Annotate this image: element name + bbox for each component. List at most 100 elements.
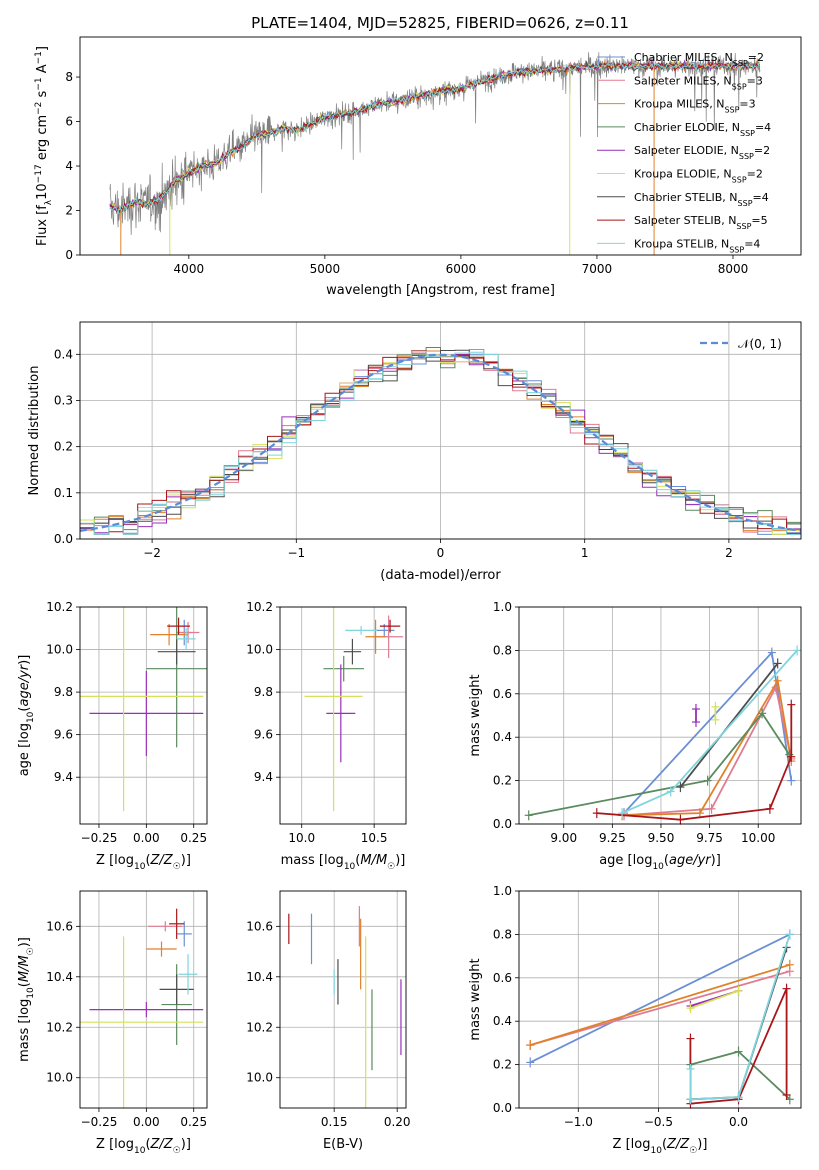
residuals-panel	[76, 322, 802, 543]
axes-frame	[79, 606, 208, 825]
axes-frame	[279, 606, 407, 825]
x-tick-label: 7000	[582, 262, 613, 276]
x-tick-label: 5000	[310, 262, 341, 276]
y-axis-label: mass weight	[468, 958, 483, 1040]
legend-entry: Kroupa MILES, NSSP=3	[634, 98, 756, 115]
y-tick-label: 9.4	[254, 770, 273, 784]
y-axis-label: mass [log10(M/M☉)]	[17, 937, 36, 1062]
x-tick-label: 0.25	[180, 831, 207, 845]
x-tick-label: −1	[287, 546, 305, 560]
y-tick-label: 9.8	[54, 685, 73, 699]
y-tick-label: 10.2	[46, 1020, 73, 1034]
y-tick-label: 9.8	[254, 685, 273, 699]
y-tick-label: 10.0	[46, 643, 73, 657]
x-tick-label: 0.0	[729, 1115, 748, 1129]
x-tick-label: 9.25	[599, 831, 626, 845]
plots-layer: 4000 5000 6000 7000 8000 0 2 4 6 8 wavelength [Ang…	[17, 36, 802, 1156]
axes-frame	[279, 890, 407, 1109]
x-tick-label: 4000	[174, 262, 205, 276]
x-axis-label: (data-model)/error	[380, 568, 501, 583]
y-tick-label: 0.8	[493, 927, 512, 941]
legend-entry: Salpeter MILES, NSSP=3	[634, 74, 763, 91]
x-tick-label: 9.00	[550, 831, 577, 845]
y-tick-label: 10.0	[246, 1071, 273, 1085]
y-tick-label: 0.2	[493, 1058, 512, 1072]
y-tick-label: 8	[65, 70, 73, 84]
y-tick-label: 0.0	[493, 817, 512, 831]
legend-entry: Kroupa ELODIE, NSSP=2	[634, 168, 763, 185]
x-tick-label: 0.20	[384, 1115, 411, 1129]
weight-series-line	[529, 970, 791, 1046]
axes-frame	[79, 36, 802, 256]
x-tick-label: 1	[581, 546, 589, 560]
x-tick-label: 9.50	[648, 831, 675, 845]
y-tick-label: 10.4	[46, 970, 73, 984]
axes-frame	[518, 606, 802, 825]
y-tick-label: 1.0	[493, 600, 512, 614]
y-tick-label: 0.1	[54, 486, 73, 500]
legend-entry: Salpeter ELODIE, NSSP=2	[634, 144, 770, 161]
y-tick-label: 0.0	[493, 1101, 512, 1115]
y-tick-label: 10.0	[46, 1071, 73, 1085]
x-axis-label: Z [log10(Z/Z☉)]	[613, 1137, 708, 1156]
residual-histogram	[80, 350, 801, 535]
x-tick-label: −0.25	[81, 831, 118, 845]
y-tick-label: 10.6	[46, 919, 73, 933]
y-tick-label: 0.4	[493, 730, 512, 744]
y-tick-label: 0.4	[54, 347, 73, 361]
y-axis-label: age [log10(age/yr)]	[17, 655, 36, 777]
y-tick-label: 0.6	[493, 687, 512, 701]
age-vs-mass-panel	[276, 606, 406, 828]
legend-entry: Chabrier MILES, NSSP=2	[634, 51, 764, 68]
x-tick-label: 8000	[718, 262, 749, 276]
y-tick-label: 9.6	[254, 728, 273, 742]
y-tick-label: 9.4	[54, 770, 73, 784]
y-tick-label: 2	[65, 204, 73, 218]
x-tick-label: 6000	[446, 262, 477, 276]
y-tick-label: 10.6	[246, 919, 273, 933]
weight-series-line	[689, 934, 791, 1101]
x-axis-label: Z [log10(Z/Z☉)]	[96, 853, 191, 872]
x-tick-label: 0.00	[133, 1115, 160, 1129]
axes-frame	[518, 890, 802, 1109]
model-spectrum-line	[109, 59, 760, 213]
legend-entry: Chabrier ELODIE, NSSP=4	[634, 121, 771, 138]
y-tick-label: 10.2	[246, 600, 273, 614]
y-tick-label: 1.0	[493, 884, 512, 898]
model-spectrum-line	[109, 59, 761, 215]
x-axis-label: E(B-V)	[323, 1137, 363, 1152]
weight-series-line	[528, 711, 791, 817]
mass-vs-Z-panel	[76, 891, 207, 1112]
legend-entry: 𝒩(0, 1)	[738, 337, 782, 351]
y-tick-label: 0.6	[493, 971, 512, 985]
y-axis-label: mass weight	[468, 674, 483, 756]
x-tick-label: 0.25	[180, 1115, 207, 1129]
weight-series-line	[529, 933, 791, 1064]
y-tick-label: 10.2	[246, 1020, 273, 1034]
x-axis-label: wavelength [Angstrom, rest frame]	[326, 283, 555, 298]
axes-frame	[79, 321, 802, 540]
figure-title: PLATE=1404, MJD=52825, FIBERID=0626, z=0…	[251, 14, 629, 32]
y-tick-label: 9.6	[54, 728, 73, 742]
age-vs-Z-panel	[76, 606, 207, 828]
x-tick-label: 10.00	[741, 831, 775, 845]
axes-frame	[79, 890, 208, 1109]
y-axis-label: Normed distribution	[27, 366, 42, 496]
normal-curve	[79, 353, 802, 532]
residual-histogram	[80, 350, 801, 535]
y-tick-label: 10.4	[246, 970, 273, 984]
y-tick-label: 0.2	[54, 440, 73, 454]
x-tick-label: 2	[725, 546, 733, 560]
x-tick-label: −0.5	[644, 1115, 673, 1129]
weight-series-line	[690, 989, 739, 1010]
weight-series-line	[623, 684, 793, 817]
x-tick-label: 0.15	[321, 1115, 348, 1129]
x-tick-label: 10.5	[361, 831, 388, 845]
y-tick-label: 10.2	[46, 600, 73, 614]
weight-vs-Z-panel	[515, 890, 801, 1112]
x-axis-label: mass [log10(M/M☉)]	[281, 853, 406, 872]
y-tick-label: 10.0	[246, 643, 273, 657]
y-tick-label: 0.3	[54, 393, 73, 407]
model-spectrum-line	[109, 61, 760, 213]
